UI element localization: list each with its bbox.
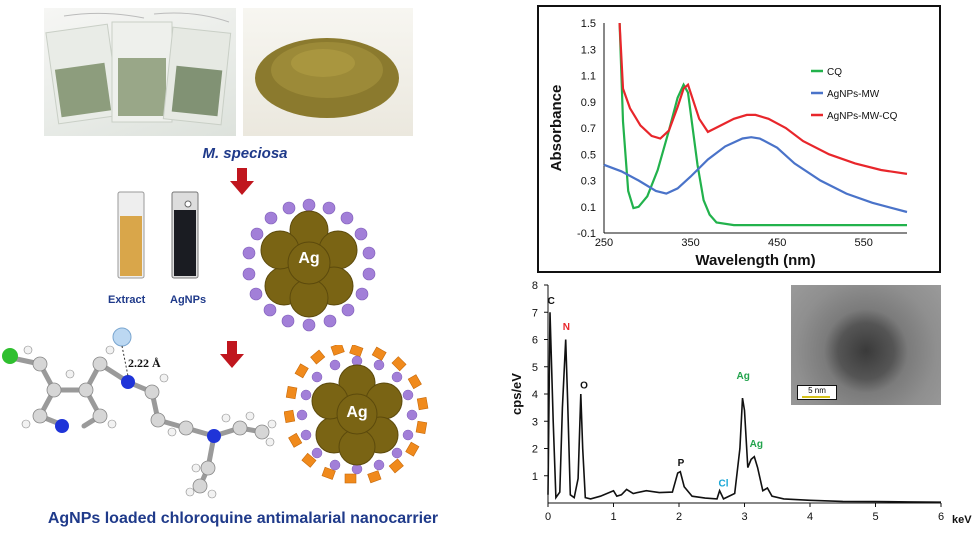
y-tick-label: 0.5 xyxy=(581,149,596,161)
plant-caption: M. speciosa xyxy=(202,145,288,162)
y-tick-label: 3 xyxy=(532,416,538,428)
y-tick-label: -0.1 xyxy=(577,228,596,240)
y-axis-label: Absorbance xyxy=(548,85,565,172)
silver-atom xyxy=(112,327,132,347)
series-line-cq xyxy=(618,22,907,227)
core-label-1: Ag xyxy=(298,250,320,267)
bond-length-label: 2.22 Å xyxy=(128,356,161,370)
uv-vis-chart-panel: -0.1 0.1 0.3 0.5 0.7 0.9 1.1 1.3 1.5 250 350 450 550… xyxy=(537,5,941,273)
edx-spectrum-chart: 1 2 3 4 5 6 7 8 0 1 2 3 4 5 6 keV cps/eV C N O P Cl Ag Ag xyxy=(509,280,972,526)
agnp-nanoparticle-diagram xyxy=(242,198,376,332)
y-tick-label: 5 xyxy=(532,362,538,374)
nitrogen-atom xyxy=(55,419,69,433)
legend-label: AgNPs-MW xyxy=(827,89,880,100)
core-label-2: Ag xyxy=(346,404,368,421)
uv-vis-chart: -0.1 0.1 0.3 0.5 0.7 0.9 1.1 1.3 1.5 250 350 450 550… xyxy=(548,18,908,269)
x-tick-label: 350 xyxy=(681,237,699,249)
tem-scale-bar: 5 nm xyxy=(797,385,837,400)
tem-scale-label: 5 nm xyxy=(808,386,826,395)
vial-label-agnps: AgNPs xyxy=(170,294,207,306)
tea-bags-photo xyxy=(44,8,236,136)
y-tick-label: 1 xyxy=(532,471,538,483)
y-tick-label: 0.1 xyxy=(581,202,596,214)
x-tick-label: 5 xyxy=(872,511,878,523)
x-axis-label: keV xyxy=(952,514,972,526)
peak-label: N xyxy=(563,322,570,333)
y-tick-label: 7 xyxy=(532,307,538,319)
y-tick-label: 0.7 xyxy=(581,123,596,135)
y-tick-label: 6 xyxy=(532,335,538,347)
footer-caption: AgNPs loaded chloroquine antimalarial na… xyxy=(47,510,439,527)
legend-label: CQ xyxy=(827,67,842,78)
legend-label: AgNPs-MW-CQ xyxy=(827,111,898,122)
y-tick-label: 1.1 xyxy=(581,71,596,83)
series-line-agnps-mw-cq xyxy=(618,22,908,175)
vials-photo xyxy=(108,188,216,286)
series-line-agnps-mw xyxy=(603,136,908,214)
nitrogen-atom xyxy=(207,429,221,443)
spectrum-line xyxy=(547,312,942,503)
peak-label: Ag xyxy=(737,371,750,382)
x-tick-label: 6 xyxy=(938,511,944,523)
x-tick-label: 450 xyxy=(768,237,786,249)
peak-label: P xyxy=(678,458,685,469)
y-tick-label: 8 xyxy=(532,280,538,292)
y-tick-label: 1.5 xyxy=(581,18,596,30)
y-tick-label: 1.3 xyxy=(581,44,596,56)
powder-photo xyxy=(243,8,413,136)
y-axis-label: cps/eV xyxy=(509,373,524,415)
x-tick-label: 1 xyxy=(610,511,616,523)
chloroquine-molecule-diagram xyxy=(2,327,277,499)
x-tick-label: 3 xyxy=(741,511,747,523)
y-tick-label: 0.3 xyxy=(581,176,596,188)
x-tick-label: 0 xyxy=(545,511,551,523)
tem-inset-image: 5 nm xyxy=(791,285,941,405)
down-arrow-2 xyxy=(220,341,244,368)
x-tick-label: 4 xyxy=(807,511,813,523)
peak-label: O xyxy=(580,381,588,392)
x-tick-label: 2 xyxy=(676,511,682,523)
peak-label: Cl xyxy=(719,479,729,490)
down-arrow-1 xyxy=(230,168,254,195)
x-axis-label: Wavelength (nm) xyxy=(695,252,815,269)
agnp-drug-loaded-diagram xyxy=(284,345,429,484)
peak-label: Ag xyxy=(750,439,763,450)
vial-label-extract: Extract xyxy=(108,294,146,306)
chlorine-atom xyxy=(2,348,18,364)
nitrogen-atom xyxy=(121,375,135,389)
y-tick-label: 4 xyxy=(532,389,538,401)
peak-label: C xyxy=(548,296,555,307)
x-tick-label: 250 xyxy=(595,237,613,249)
y-tick-label: 2 xyxy=(532,444,538,456)
y-tick-label: 0.9 xyxy=(581,97,596,109)
x-tick-label: 550 xyxy=(855,237,873,249)
